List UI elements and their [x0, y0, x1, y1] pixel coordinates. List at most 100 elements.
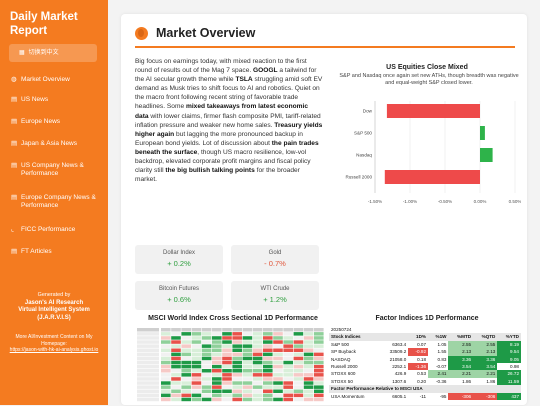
newspaper-icon: ▤ — [11, 194, 18, 201]
sidebar-item-label: Japan & Asia News — [21, 140, 78, 147]
table-cell: 1307.6 — [392, 378, 407, 384]
sidebar-item[interactable]: ⌞ FICC Performance — [0, 226, 81, 234]
homepage-link[interactable]: https://jason-with-hk-ai-analysis.ghost.… — [9, 347, 99, 353]
heatmap-cell — [161, 369, 171, 373]
system-line: Virtual Intelligent System — [18, 307, 90, 313]
heatmap-cell — [242, 336, 253, 340]
heatmap-cell — [314, 340, 324, 344]
heatmap-cell — [263, 377, 273, 381]
table-row: Russell 2000 2252.1 -1.36 -0.07 3.54 3.54 0.98 — [329, 363, 521, 371]
heatmap-cell — [263, 336, 273, 340]
heatmap-cell — [171, 348, 181, 352]
heatmap-cell — [314, 360, 324, 365]
heatmap-cell — [303, 360, 314, 365]
heatmap-cell — [263, 369, 273, 373]
heatmap-cell — [263, 393, 273, 398]
globe-icon — [135, 26, 148, 40]
category-label: Russell 2000 — [345, 175, 372, 180]
acronym-line: (J.A.R.V.I.S) — [37, 314, 71, 321]
heatmap-cell — [283, 373, 293, 377]
heatmap-cell — [232, 360, 242, 365]
language-toggle-button[interactable]: ▦ 切换到中文 — [9, 44, 97, 62]
heatmap-cell — [161, 397, 171, 402]
indicator-value: - 0.7% — [264, 259, 286, 268]
heatmap-cell — [201, 381, 212, 385]
heatmap-cell — [212, 348, 222, 352]
heatmap-cell — [171, 360, 181, 365]
heatmap-cell — [293, 356, 304, 361]
heatmap-cell — [212, 385, 222, 389]
heatmap-cell — [161, 332, 171, 336]
table-cell: STOXX 600 — [331, 371, 356, 377]
sidebar-title: Daily Market Report — [10, 10, 78, 38]
heatmap-cell — [283, 381, 293, 385]
heatmap-cell — [161, 356, 171, 361]
heatmap-cell — [171, 352, 181, 357]
heatmap-cell — [283, 364, 293, 369]
heatmap-cell — [212, 332, 222, 336]
heatmap-cell — [191, 397, 202, 402]
heatmap-cell — [263, 344, 273, 348]
sidebar-item[interactable]: ▤ US Company News & Performance — [0, 162, 108, 178]
table-cell: -306 — [473, 392, 498, 401]
heatmap-cell — [232, 389, 242, 393]
heatmap-cell — [314, 373, 324, 377]
heatmap-cell — [171, 369, 181, 373]
heatmap-cell — [303, 393, 314, 398]
sidebar-item[interactable]: ▤ FT Articles — [0, 248, 58, 256]
heatmap-cell — [252, 385, 263, 389]
sidebar-item-label: FT Articles — [21, 248, 52, 255]
sidebar-item[interactable]: ◍ Market Overview — [0, 76, 76, 84]
heatmap-cell — [252, 381, 263, 385]
heatmap-cell — [212, 377, 222, 381]
heatmap-cell — [201, 356, 212, 361]
heatmap-cell — [293, 397, 304, 402]
heatmap-cell — [181, 385, 191, 389]
heatmap-cell — [181, 348, 191, 352]
heatmap-cell — [252, 352, 263, 357]
heatmap-cell — [232, 373, 242, 377]
heatmap-row-label — [137, 348, 159, 352]
heatmap-cell — [171, 332, 181, 336]
sidebar-item-label: US Company News & Performance — [21, 162, 84, 177]
table-cell: 11.59 — [497, 377, 521, 386]
x-tick-label: -0.50% — [438, 199, 452, 204]
heatmap-cell — [263, 360, 273, 365]
heatmap-cell — [191, 364, 202, 369]
heatmap-cell — [171, 328, 181, 332]
x-tick-label: 0.00% — [474, 199, 487, 204]
heatmap-cell — [191, 340, 202, 344]
heatmap-cell — [242, 389, 253, 393]
sidebar-item[interactable]: ▤ US News — [0, 96, 54, 104]
heatmap-cell — [273, 397, 283, 402]
heatmap-cell — [171, 373, 181, 377]
heatmap-cell — [314, 332, 324, 336]
table-cell: -306 — [448, 392, 474, 401]
heatmap-cell — [303, 377, 314, 381]
heatmap-cell — [293, 373, 304, 377]
indicator-card: Dollar Index + 0.2% — [135, 245, 223, 274]
table-cell: -11 — [419, 393, 427, 399]
table-cell: 1.86 — [486, 378, 496, 384]
sidebar-item[interactable]: ▤ Europe Company News & Performance — [0, 194, 108, 210]
indicator-card: Bitcoin Futures + 0.6% — [135, 281, 223, 310]
sidebar-item[interactable]: ▤ Europe News — [0, 118, 66, 126]
heatmap-cell — [283, 344, 293, 348]
sidebar: Daily Market Report ▦ 切换到中文 ◍ Market Overv… — [0, 0, 108, 405]
heatmap-cell — [161, 340, 171, 344]
heatmap-row-label — [137, 373, 159, 377]
table-cell: 1.55 — [437, 349, 447, 355]
heatmap-cell — [293, 393, 304, 398]
heatmap-cell — [222, 336, 232, 340]
heatmap-cell — [191, 393, 202, 398]
newspaper-icon: ▤ — [11, 118, 18, 125]
heatmap-cell — [222, 389, 232, 393]
sidebar-item[interactable]: ▤ Japan & Asia News — [0, 140, 83, 148]
indicator-card: WTI Crude + 1.2% — [231, 281, 319, 310]
heatmap-cell — [242, 381, 253, 385]
table-cell: Factor Performance Relative to MSCI USA — [331, 386, 423, 392]
heatmap-cell — [303, 356, 314, 361]
heatmap-cell — [201, 369, 212, 373]
heatmap-cell — [242, 373, 253, 377]
heatmap-cell — [242, 393, 253, 398]
